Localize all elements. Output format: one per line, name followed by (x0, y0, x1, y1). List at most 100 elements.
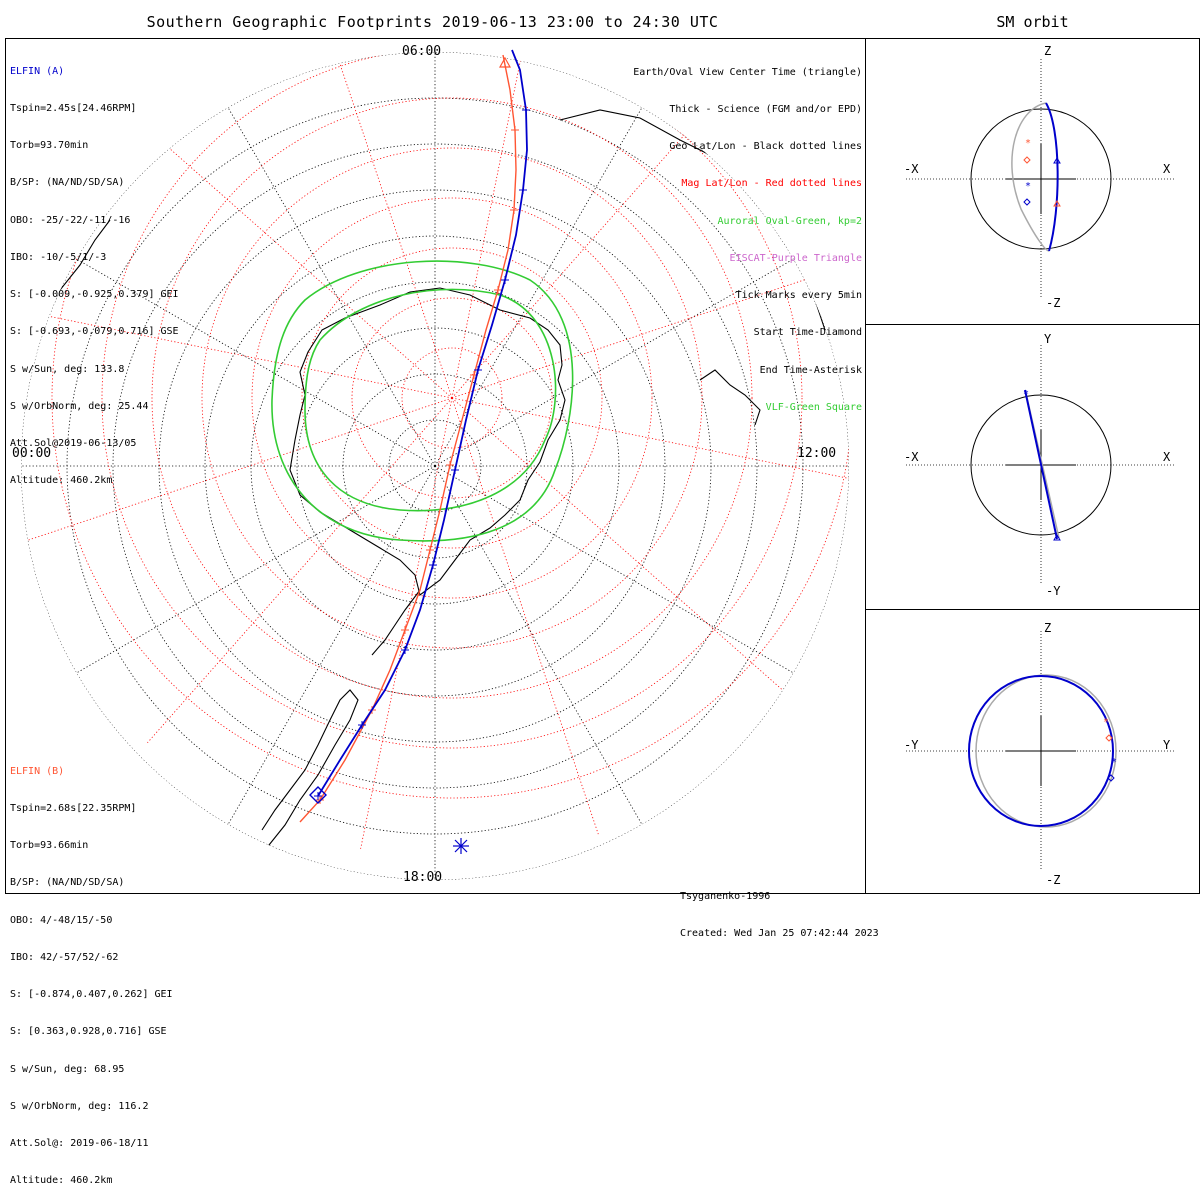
auroral-oval-outer (271, 260, 574, 542)
legend-item: Geo Lat/Lon - Black dotted lines (669, 141, 862, 153)
sm-panel-3: * * (906, 631, 1176, 871)
geo-lat-circle (112, 143, 758, 789)
elfin-b-line: IBO: 42/-57/52/-62 (10, 951, 119, 963)
geo-lon-line (434, 465, 643, 825)
sm3-down-label: -Z (1046, 873, 1061, 887)
sm3-up-label: Z (1044, 621, 1052, 635)
geo-lon-line (76, 465, 436, 674)
mlt-label-right: 12:00 (797, 446, 837, 461)
view-center-triangle (498, 56, 512, 68)
credit: Tsyganenko-1996 Created: Wed Jan 25 07:4… (680, 866, 879, 953)
mag-latlon-grid (21, 52, 849, 849)
antarctica-coastline (289, 287, 566, 596)
elfin-b-line: Torb=93.66min (10, 840, 89, 852)
credit-model: Tsyganenko-1996 (680, 890, 771, 902)
legend-item: Auroral Oval-Green, kp=2 (717, 215, 863, 227)
elfin-b-line: Altitude: 460.2km (10, 1175, 113, 1187)
elfin-a-line: B/SP: (NA/ND/SD/SA) (10, 177, 125, 189)
elfin-b-line: S: [-0.874,0.407,0.262] GEI (10, 989, 173, 1001)
mlt-label-bottom: 18:00 (403, 870, 443, 885)
mag-lat-circle (301, 247, 603, 549)
sm1-right-label: X (1163, 162, 1171, 176)
sm-orbit-title: SM orbit (996, 13, 1069, 31)
geo-lon-line (76, 258, 436, 467)
elfin-a-line: OBO: -25/-22/-11/-16 (10, 214, 131, 226)
sm1-left-label: -X (904, 162, 919, 176)
mlt-label-left: 00:00 (12, 446, 52, 461)
elfin-a-header: ELFIN (A) (10, 65, 65, 77)
sm1-down-label: -Z (1046, 296, 1061, 310)
geo-lat-circle (296, 327, 574, 605)
sm3-right-label: Y (1163, 738, 1171, 752)
svg-text:*: * (1025, 138, 1031, 149)
sm-orbit-panels: * * * * * (906, 59, 1176, 871)
geo-lat-circle (388, 419, 482, 513)
legend: Earth/Oval View Center Time (triangle) T… (633, 42, 862, 427)
geo-lon-line (227, 465, 436, 825)
south-america-coastline (249, 689, 359, 871)
auroral-oval-inner (304, 288, 557, 512)
trackB-line (299, 54, 517, 823)
elfin-b-header: ELFIN (B) (10, 765, 65, 777)
end-time-asterisk (453, 838, 469, 854)
mag-lat-circle (251, 197, 653, 599)
sm2-down-label: -Y (1046, 584, 1061, 598)
elfin-b-line: S w/Sun, deg: 68.95 (10, 1063, 125, 1075)
geo-lat-circle (204, 235, 666, 697)
mlt-label-top: 06:00 (402, 44, 442, 59)
elfin-b-line: B/SP: (NA/ND/SD/SA) (10, 877, 125, 889)
legend-item: VLF-Green Square (765, 401, 862, 413)
sm2-up-label: Y (1044, 332, 1052, 346)
legend-item: Mag Lat/Lon - Red dotted lines (681, 178, 862, 190)
mag-lat-circle (201, 147, 703, 649)
elfin-b-line: OBO: 4/-48/15/-50 (10, 914, 113, 926)
legend-item: Start Time-Diamond (753, 327, 862, 339)
sm-panel-1: * * (906, 59, 1176, 299)
svg-text:*: * (1023, 389, 1029, 400)
elfin-b-line: Tspin=2.68s[22.35RPM] (10, 803, 137, 815)
footprint-map (21, 49, 849, 880)
credit-created: Created: Wed Jan 25 07:42:44 2023 (680, 928, 879, 940)
sm2-left-label: -X (904, 450, 919, 464)
elfin-a-info: ELFIN (A) Tspin=2.45s[24.46RPM] Torb=93.… (10, 41, 179, 500)
sm1-up-label: Z (1044, 44, 1052, 58)
sm2-right-label: X (1163, 450, 1171, 464)
elfin-b-line: S: [0.363,0.928,0.716] GSE (10, 1026, 167, 1038)
elfin-a-line: S: [-0.009,-0.925,0.379] GEI (10, 289, 179, 301)
geo-lon-line (434, 258, 794, 467)
legend-item: EISCAT-Purple Triangle (729, 252, 862, 264)
elfin-b-line: Att.Sol@: 2019-06-18/11 (10, 1138, 149, 1149)
svg-text:*: * (1111, 757, 1117, 768)
elfin-a-line: Tspin=2.45s[24.46RPM] (10, 103, 137, 115)
elfin-b-line: S w/OrbNorm, deg: 116.2 (10, 1100, 149, 1112)
plot-title: Southern Geographic Footprints 2019-06-1… (146, 13, 719, 31)
geo-lon-line (434, 465, 794, 674)
elfin-a-line: Torb=93.70min (10, 140, 89, 152)
svg-text:*: * (1103, 717, 1109, 728)
trackA-line (317, 49, 528, 797)
start-time-diamond (309, 786, 327, 804)
elfin-a-line: S: [-0.693,-0.079,0.716] GSE (10, 326, 179, 338)
elfin-a-line: S w/OrbNorm, deg: 25.44 (10, 400, 149, 412)
legend-item: Thick - Science (FGM and/or EPD) (669, 104, 862, 116)
mag-lat-circle (101, 52, 803, 749)
svg-text:*: * (1025, 181, 1031, 192)
elfin-a-line: S w/Sun, deg: 133.8 (10, 363, 125, 375)
antarctic-peninsula-coastline (371, 589, 421, 656)
mag-lat-circle (151, 97, 753, 699)
legend-item: End Time-Asterisk (759, 364, 862, 376)
sm-panel-2: * (906, 345, 1176, 585)
elfin-a-line: IBO: -10/-5/1/-3 (10, 251, 107, 263)
elfin-a-track (309, 49, 530, 804)
elfin-a-line: Altitude: 460.2km (10, 475, 113, 487)
mag-lat-circle (351, 297, 553, 499)
auroral-oval (271, 260, 574, 542)
legend-item: Earth/Oval View Center Time (triangle) (633, 66, 862, 78)
elfin-a-line: Att.Sol@2019-06-13/05 (10, 438, 137, 449)
legend-item: Tick Marks every 5min (735, 290, 862, 302)
mag-lat-circle (401, 347, 503, 449)
sm3-left-label: -Y (904, 738, 919, 752)
new-zealand-coastline (699, 369, 761, 426)
geo-lon-line (227, 107, 436, 467)
elfin-b-info: ELFIN (B) Tspin=2.68s[22.35RPM] Torb=93.… (10, 741, 173, 1200)
